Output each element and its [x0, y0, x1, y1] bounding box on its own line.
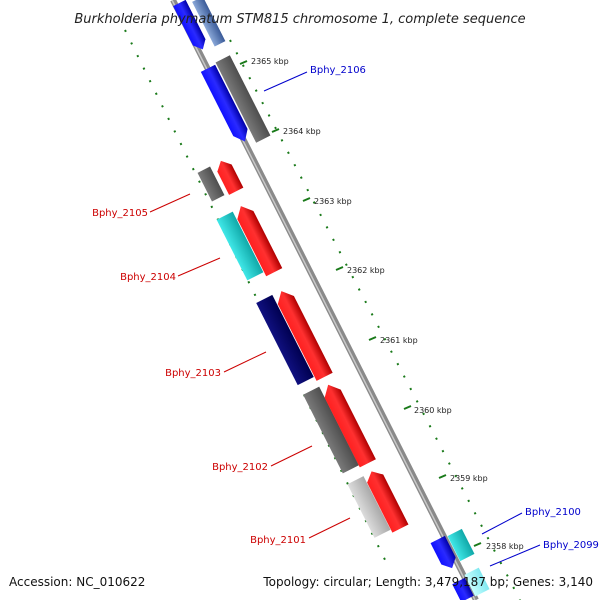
scale-ticks: 2365 kbp 2364 kbp 2363 kbp 2362 kbp 2361… [239, 57, 524, 551]
map-title: Burkholderia phymatum STM815 chromosome … [74, 12, 525, 27]
gene-feature-2102-red [324, 384, 376, 468]
tick-label: 2362 kbp [347, 266, 385, 275]
gene-label-bphy-2101: Bphy_2101 [250, 517, 351, 546]
tick-2361: 2361 kbp [368, 336, 418, 345]
tick-label: 2365 kbp [251, 57, 289, 66]
tick-label: 2363 kbp [314, 197, 352, 206]
gene-feature-2101-light [347, 476, 391, 538]
tick-label: 2360 kbp [414, 406, 452, 415]
gene-feature-2099-blue [452, 577, 474, 600]
gene-label-bphy-2099: Bphy_2099 [489, 540, 599, 567]
gene-feature-2102-gray [303, 386, 359, 474]
gene-feature-2104-cyan [216, 211, 264, 281]
gene-label-text: Bphy_2106 [310, 65, 366, 76]
gene-feature-2101-red [367, 471, 409, 533]
tick-2360: 2360 kbp [403, 405, 452, 415]
gene-label-text: Bphy_2105 [92, 208, 148, 219]
gene-feature-2099-lightcyan [464, 567, 490, 597]
gene-feature-2105-red [217, 160, 244, 195]
gene-feature-top-1 [173, 0, 206, 50]
gene-label-text: Bphy_2102 [212, 462, 268, 473]
tick-2365: 2365 kbp [239, 57, 289, 66]
gene-feature-2103-navy [256, 294, 314, 386]
tick-label: 2361 kbp [380, 336, 418, 345]
tick-2358: 2358 kbp [473, 542, 524, 551]
gene-label-bphy-2105: Bphy_2105 [92, 193, 191, 219]
accession-text: Accession: NC_010622 [9, 575, 145, 589]
gene-features [173, 0, 490, 600]
gene-feature-top-2 [192, 0, 226, 47]
tick-2362: 2362 kbp [335, 266, 385, 275]
gene-feature-2103-red [277, 291, 333, 381]
gene-label-bphy-2102: Bphy_2102 [212, 445, 313, 473]
gene-label-bphy-2104: Bphy_2104 [120, 257, 221, 283]
gene-feature-2100-blue [430, 535, 456, 569]
gene-label-bphy-2106: Bphy_2106 [263, 65, 366, 92]
gene-feature-2105-gray [197, 166, 225, 202]
gene-label-text: Bphy_2100 [525, 507, 581, 518]
gene-labels: Bphy_2106 Bphy_2105 Bphy_2104 Bphy_2103 … [92, 65, 599, 567]
gene-feature-2106-blue [200, 64, 248, 142]
tick-label: 2359 kbp [450, 474, 488, 483]
tick-2363: 2363 kbp [302, 197, 352, 206]
tick-2364: 2364 kbp [271, 127, 321, 136]
topology-text: Topology: circular; Length: 3,479,187 bp… [262, 575, 593, 589]
tick-2359: 2359 kbp [438, 474, 488, 483]
tick-label: 2364 kbp [283, 127, 321, 136]
gene-label-text: Bphy_2103 [165, 368, 221, 379]
gene-label-text: Bphy_2104 [120, 272, 176, 283]
gene-label-text: Bphy_2099 [543, 540, 599, 551]
gene-feature-2100-cyan [447, 528, 475, 562]
gene-label-bphy-2100: Bphy_2100 [481, 507, 581, 535]
gene-label-text: Bphy_2101 [250, 535, 306, 546]
gene-label-bphy-2103: Bphy_2103 [165, 351, 267, 379]
tick-label: 2358 kbp [486, 542, 524, 551]
gene-feature-2104-red [237, 206, 283, 277]
gene-feature-2106-gray [215, 55, 271, 143]
dotted-guides [124, 29, 521, 600]
